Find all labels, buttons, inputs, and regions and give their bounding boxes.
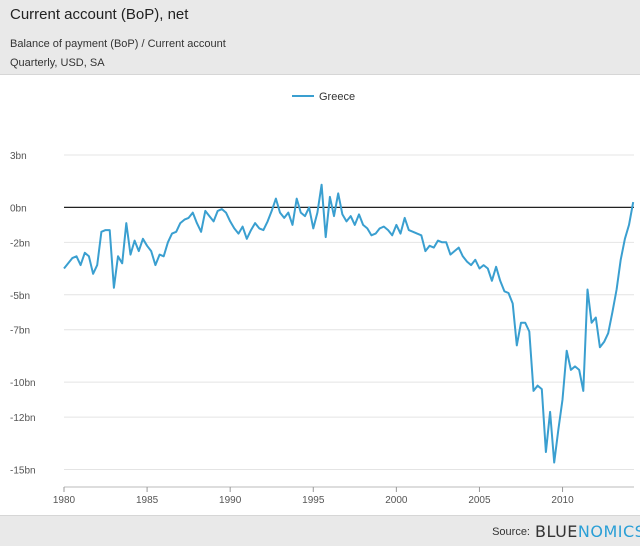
x-tick-label: 1980 (53, 495, 76, 506)
y-tick-label: -12bn (10, 413, 36, 424)
x-tick-label: 1995 (302, 495, 325, 506)
chart-subtitle: Balance of payment (BoP) / Current accou… (10, 38, 226, 50)
y-tick-label: -10bn (10, 378, 36, 389)
y-tick-label: -2bn (10, 238, 30, 249)
chart-title: Current account (BoP), net (10, 6, 189, 23)
chart-footer: Source: BLUENOMICS (0, 515, 640, 546)
source-label: Source: (492, 526, 530, 538)
legend-label: Greece (319, 91, 355, 103)
y-tick-label: 0bn (10, 203, 27, 214)
brand-part-1: BLUE (535, 522, 578, 541)
brand-logo: BLUENOMICS (535, 522, 640, 541)
chart-frequency: Quarterly, USD, SA (10, 57, 105, 69)
series-line-greece (63, 183, 635, 464)
x-tick-label: 2005 (468, 495, 491, 506)
chart-header: Current account (BoP), net Balance of pa… (0, 0, 640, 75)
x-tick-label: 2000 (385, 495, 408, 506)
x-tick-label: 1990 (219, 495, 242, 506)
x-tick-label: 2010 (551, 495, 574, 506)
x-tick-label: 1985 (136, 495, 159, 506)
y-tick-label: -15bn (10, 466, 36, 477)
y-tick-label: 3bn (10, 151, 27, 162)
brand-part-2: NOMICS (577, 522, 640, 541)
y-tick-label: -7bn (10, 326, 30, 337)
y-tick-label: -5bn (10, 291, 30, 302)
